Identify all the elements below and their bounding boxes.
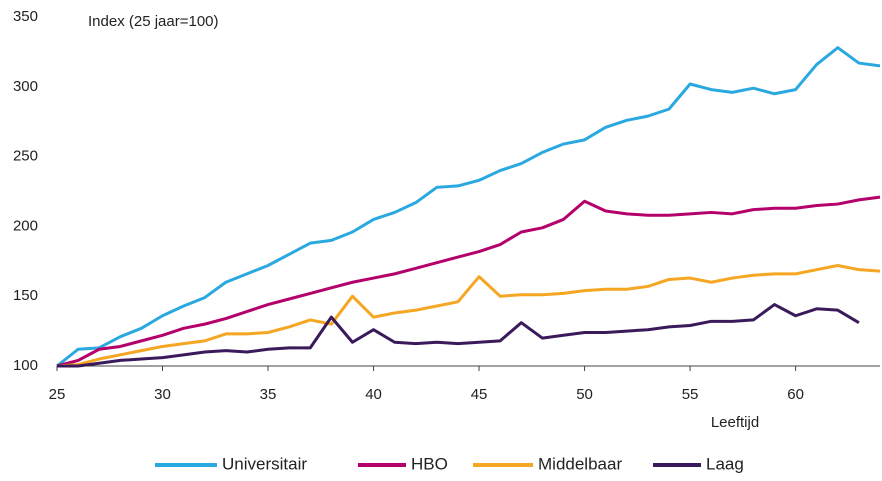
- y-axis-label: Index (25 jaar=100): [88, 13, 219, 30]
- y-tick-label: 350: [13, 8, 38, 25]
- series-line: [56, 263, 881, 368]
- series-line: [56, 46, 881, 368]
- y-tick-label: 250: [13, 148, 38, 165]
- legend-label: Middelbaar: [538, 454, 622, 473]
- x-tick-label: 60: [787, 386, 804, 403]
- x-tick-label: 50: [576, 386, 593, 403]
- x-tick-label: 30: [154, 386, 171, 403]
- legend-label: Laag: [706, 454, 744, 473]
- legend-label: HBO: [411, 454, 448, 473]
- series-line: [56, 195, 881, 368]
- legend-label: Universitair: [222, 454, 307, 473]
- x-tick-label: 40: [365, 386, 382, 403]
- y-tick-label: 150: [13, 287, 38, 304]
- y-tick-label: 200: [13, 217, 38, 234]
- x-tick-label: 35: [260, 386, 277, 403]
- x-tick-label: 25: [49, 386, 66, 403]
- x-tick-label: 55: [682, 386, 699, 403]
- y-tick-label: 300: [13, 78, 38, 95]
- x-tick-label: 45: [471, 386, 488, 403]
- series-line: [57, 303, 860, 368]
- y-tick-label: 100: [13, 357, 38, 374]
- x-axis-label: Leeftijd: [711, 414, 759, 431]
